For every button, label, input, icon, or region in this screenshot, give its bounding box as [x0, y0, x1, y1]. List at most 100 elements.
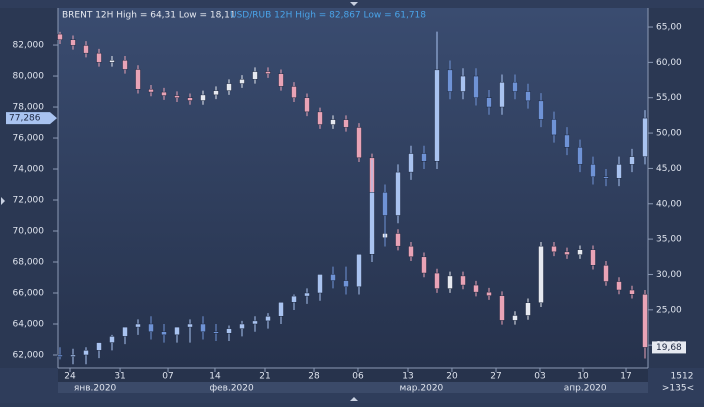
y2-tick-label: 50,00: [656, 129, 682, 139]
top-arrow[interactable]: [350, 2, 358, 6]
candle-body: [512, 81, 518, 92]
x-tick-label: 27: [490, 372, 501, 382]
candle-body: [421, 153, 427, 162]
month-strip: [58, 382, 648, 393]
candle-body: [538, 100, 544, 120]
candle-body: [525, 302, 531, 316]
month-label: янв.2020: [74, 384, 117, 394]
x-tick-label: 06: [352, 372, 364, 382]
x-tick-label: 31: [114, 372, 125, 382]
candle-body: [265, 315, 271, 322]
candle-body: [213, 331, 219, 334]
candle-body: [57, 33, 63, 40]
candle-body: [395, 171, 401, 216]
candle-body: [330, 274, 336, 281]
y2-tick-label: 25,00: [656, 305, 682, 315]
candle-body: [408, 245, 414, 258]
left-arrow[interactable]: [1, 197, 5, 205]
y-tick-label: 70,000: [13, 227, 45, 237]
bottom-arrow[interactable]: [350, 397, 358, 401]
candle-body: [265, 71, 271, 74]
left-axis-area: [0, 8, 58, 368]
candle-body: [200, 323, 206, 332]
candle-body: [70, 354, 76, 357]
candle-body: [148, 88, 154, 93]
candle-body: [408, 153, 414, 173]
x-axis-area: [58, 368, 648, 382]
candle-body: [174, 95, 180, 98]
candle-body: [252, 320, 258, 325]
candle-body: [96, 52, 102, 63]
candle-body: [629, 156, 635, 165]
x-tick-label: 13: [402, 372, 413, 382]
candle-body: [486, 291, 492, 296]
candle-body: [291, 295, 297, 303]
candle-body: [57, 354, 63, 357]
candle-body: [421, 256, 427, 274]
y2-tick-label: 35,00: [656, 235, 682, 245]
candle-body: [590, 249, 596, 266]
candle-body: [642, 294, 648, 348]
legend-brent: BRENT 12H High = 64,31 Low = 18,11: [62, 11, 236, 21]
candle-body: [616, 164, 622, 179]
legend-usdrub: USD/RUB 12H High = 82,867 Low = 61,718: [230, 11, 426, 21]
right-axis-area: [648, 8, 704, 368]
y2-tick-label: 45,00: [656, 164, 682, 174]
candle-body: [577, 249, 583, 255]
candle-body: [200, 94, 206, 101]
y-tick-label: 62,000: [13, 350, 45, 360]
month-label: мар.2020: [400, 384, 444, 394]
zoom-label[interactable]: >135<: [662, 384, 694, 394]
candle-body: [304, 292, 310, 297]
candle-body: [96, 342, 102, 351]
candle-body: [486, 97, 492, 108]
y-tick-label: 76,000: [13, 134, 45, 144]
y-tick-label: 64,000: [13, 319, 45, 329]
candle-body: [278, 73, 284, 87]
candle-body: [642, 117, 648, 157]
candle-body: [330, 119, 336, 125]
candle-body: [512, 315, 518, 321]
candle-body: [83, 45, 89, 54]
candle-body: [148, 323, 154, 332]
x-tick-label: 21: [259, 372, 270, 382]
y-tick-label: 66,000: [13, 288, 45, 298]
candle-body: [434, 272, 440, 289]
candle-body: [499, 295, 505, 321]
candle-body: [460, 75, 466, 92]
candle-body: [369, 192, 375, 255]
candle-body: [525, 91, 531, 102]
candle-body: [460, 275, 466, 286]
candle-body: [564, 251, 570, 255]
y2-tick-label: 55,00: [656, 93, 682, 103]
y-tick-label: 74,000: [13, 165, 45, 175]
candle-body: [174, 326, 180, 336]
candle-body: [564, 134, 570, 148]
candle-body: [343, 119, 349, 128]
candle-body: [213, 90, 219, 96]
last-value-label: 19,68: [656, 343, 682, 353]
candle-body: [122, 59, 128, 70]
x-tick-label: 17: [620, 372, 631, 382]
y2-tick-label: 30,00: [656, 270, 682, 280]
x-tick-label: 14: [209, 372, 221, 382]
candle-body: [395, 233, 401, 247]
candle-body: [551, 119, 557, 136]
y-tick-label: 82,000: [13, 41, 45, 51]
candle-body: [122, 326, 128, 337]
candle-body: [109, 59, 115, 63]
y2-tick-label: 40,00: [656, 199, 682, 209]
y-tick-label: 80,000: [13, 72, 45, 82]
last-value-box: [6, 112, 57, 125]
candle-body: [135, 69, 141, 90]
month-label: апр.2020: [564, 384, 607, 394]
candle-body: [317, 111, 323, 125]
candle-body: [109, 336, 115, 343]
candle-body: [135, 323, 141, 328]
candle-body: [161, 91, 167, 96]
candle-body: [317, 274, 323, 294]
candle-body: [551, 245, 557, 253]
y2-tick-label: 65,00: [656, 23, 682, 33]
candle-body: [304, 97, 310, 113]
y-tick-label: 78,000: [13, 103, 45, 113]
